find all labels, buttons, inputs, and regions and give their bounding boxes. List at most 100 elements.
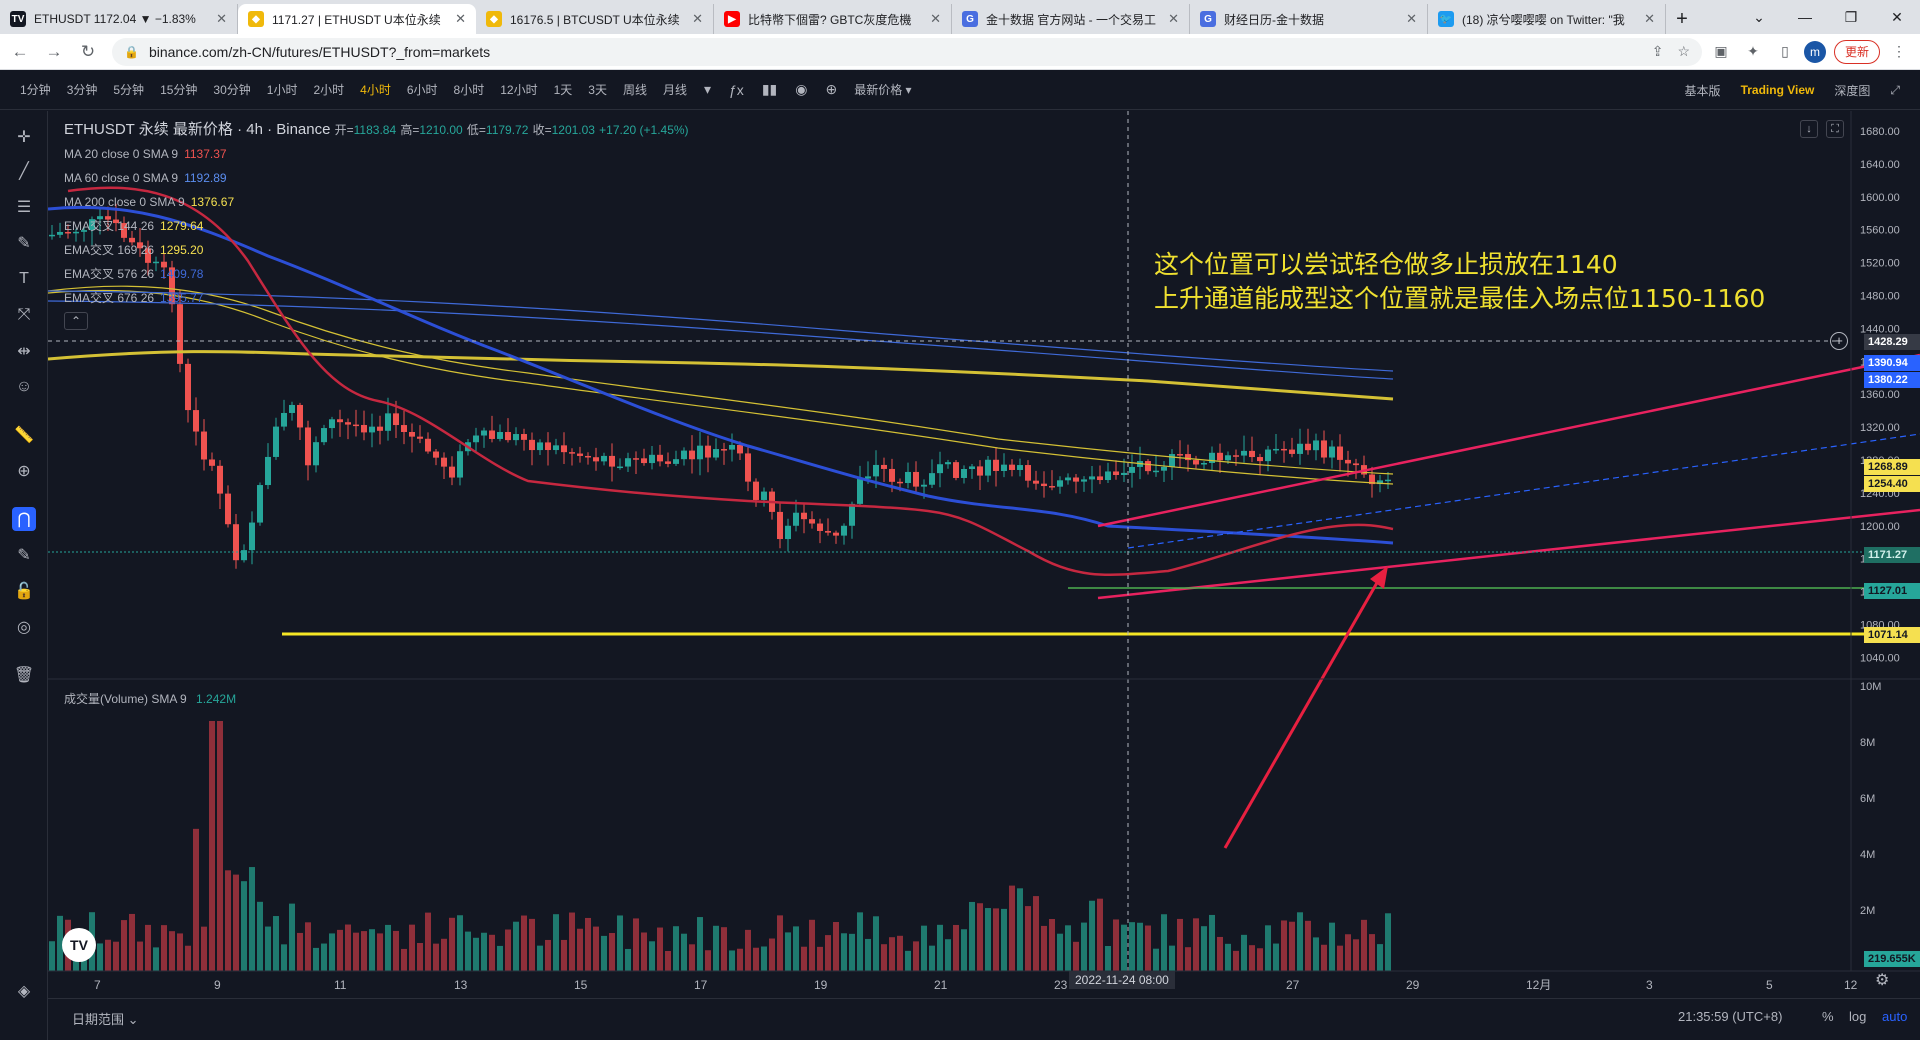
timeframe-option[interactable]: 5分钟 <box>113 83 145 97</box>
tab-close-icon[interactable]: ✕ <box>692 11 703 26</box>
restore-icon[interactable]: ❐ <box>1844 8 1858 25</box>
log-toggle[interactable]: log <box>1849 1009 1867 1024</box>
symbol-title[interactable]: ETHUSDT 永续 最新价格 · 4h · Binance <box>64 121 331 138</box>
indicator-row[interactable]: MA 200 close 0 SMA 9 1376.67 <box>64 190 689 214</box>
indicator-row[interactable]: EMA交叉 676 26 1395.77 <box>64 286 689 310</box>
price-chart[interactable]: 1680.00 1640.00 1600.00 1560.00 1520.00 1480.… <box>48 111 1920 998</box>
emoji-icon[interactable]: ☺ <box>15 378 33 395</box>
browser-tab[interactable]: G 金十数据 官方网站 - 一个交易工 ✕ <box>952 4 1190 34</box>
update-button[interactable]: 更新 <box>1834 39 1881 64</box>
tab-search-icon[interactable]: ⌄ <box>1753 8 1765 25</box>
reload-icon[interactable]: ↻ <box>80 41 96 61</box>
text-icon[interactable]: T <box>19 270 29 287</box>
trash-icon[interactable]: 🗑 <box>13 667 35 684</box>
view-option[interactable]: 基本版 <box>1684 83 1721 98</box>
indicator-row[interactable]: EMA交叉 144 26 1279.64 <box>64 214 689 238</box>
timeframe-option[interactable]: 6小时 <box>406 83 438 97</box>
price-scale-label: 1380.22 <box>1864 372 1920 388</box>
browser-tab[interactable]: 🐦 (18) 凉兮嘤嘤嘤 on Twitter: "我 ✕ <box>1428 4 1666 34</box>
crosshair-icon[interactable]: ✛ <box>17 129 31 146</box>
zoom-icon[interactable]: ⊕ <box>17 463 31 480</box>
price-type-select[interactable]: 最新价格 ▾ <box>854 83 912 97</box>
tab-close-icon[interactable]: ✕ <box>216 11 227 26</box>
forward-icon[interactable]: → <box>45 41 63 61</box>
timeframe-option[interactable]: 2小时 <box>313 83 345 97</box>
candle-body <box>713 449 719 458</box>
timeframe-option[interactable]: 周线 <box>622 83 647 97</box>
chart-annotation[interactable]: 这个位置可以尝试轻仓做多止损放在1140 上升通道能成型这个位置就是最佳入场点位… <box>1154 248 1765 316</box>
timeframe-option[interactable]: 30分钟 <box>213 83 251 97</box>
timeframe-option[interactable]: 1天 <box>553 83 573 97</box>
close-label: 收= <box>532 123 552 137</box>
pattern-icon[interactable]: ⤧ <box>17 306 31 323</box>
tab-close-icon[interactable]: ✕ <box>930 11 941 26</box>
candle-body <box>729 444 735 450</box>
percent-toggle[interactable]: % <box>1822 1009 1834 1024</box>
tradingview-logo[interactable]: TV <box>62 928 96 962</box>
new-tab-icon[interactable]: + <box>1676 7 1688 30</box>
indicator-row[interactable]: MA 20 close 0 SMA 9 1137.37 <box>64 142 689 166</box>
timeframe-option[interactable]: 12小时 <box>500 83 538 97</box>
trendline-icon[interactable]: ╱ <box>19 163 29 180</box>
timeframe-option[interactable]: 3分钟 <box>66 83 98 97</box>
sidepanel-icon[interactable]: ▯ <box>1781 43 1789 59</box>
candle-type-icon[interactable]: ▮▮ <box>761 81 778 97</box>
timeframe-option[interactable]: 1分钟 <box>20 83 51 97</box>
date-range-button[interactable]: 日期范围 ⌄ <box>72 1012 139 1027</box>
menu-icon[interactable]: ⋮ <box>1892 43 1907 59</box>
camera-icon[interactable]: ◉ <box>795 81 808 97</box>
collapse-legend-icon[interactable]: ⌃ <box>64 312 88 330</box>
ruler-icon[interactable]: 📏 <box>14 427 34 444</box>
close-window-icon[interactable]: ✕ <box>1891 8 1903 25</box>
view-option[interactable]: Trading View <box>1740 83 1815 97</box>
browser-tab[interactable]: G 财经日历-金十数据 ✕ <box>1190 4 1428 34</box>
share-icon[interactable]: ⇪ <box>1651 43 1664 59</box>
tab-close-icon[interactable]: ✕ <box>1644 11 1655 26</box>
tab-close-icon[interactable]: ✕ <box>1406 11 1417 26</box>
timeframe-option[interactable]: 8小时 <box>453 83 485 97</box>
extensions-puzzle-icon[interactable]: ✦ <box>1747 43 1759 59</box>
tab-close-icon[interactable]: ✕ <box>1168 11 1179 26</box>
profile-avatar[interactable]: m <box>1804 40 1826 63</box>
indicator-row[interactable]: EMA交叉 169 26 1295.20 <box>64 238 689 262</box>
back-icon[interactable]: ← <box>11 41 29 61</box>
fullscreen-icon[interactable]: ⛶ <box>1826 120 1844 138</box>
dropdown-caret-icon[interactable]: ▾ <box>703 81 712 97</box>
minimize-icon[interactable]: — <box>1798 9 1812 25</box>
timeframe-option[interactable]: 4小时 <box>360 83 391 97</box>
clock-display[interactable]: 21:35:59 (UTC+8) <box>1678 1009 1783 1024</box>
browser-tab[interactable]: ◆ 16176.5 | BTCUSDT U本位永续 ✕ <box>476 4 714 34</box>
url-input[interactable]: 🔒 binance.com/zh-CN/futures/ETHUSDT?_fro… <box>112 37 1702 66</box>
browser-tab[interactable]: ▶ 比特幣下個雷? GBTC灰度危機 ✕ <box>714 4 952 34</box>
add-alert-icon[interactable]: + <box>1830 332 1848 350</box>
timeframe-option[interactable]: 1小时 <box>266 83 298 97</box>
lock-icon[interactable]: 🔓 <box>14 583 34 600</box>
extension-icon[interactable]: ▣ <box>1714 43 1728 59</box>
eye-icon[interactable]: ◎ <box>17 619 31 636</box>
candle-body <box>921 484 927 487</box>
browser-tab[interactable]: TV ETHUSDT 1172.04 ▼ −1.83% ✕ <box>0 4 238 34</box>
lock-drawing-icon[interactable]: ✎ <box>17 547 31 564</box>
add-icon[interactable]: ⊕ <box>825 81 838 97</box>
timeframe-option[interactable]: 3天 <box>588 83 607 97</box>
indicator-row[interactable]: EMA交叉 576 26 1409.78 <box>64 262 689 286</box>
tab-close-icon[interactable]: ✕ <box>455 11 466 26</box>
measure-icon[interactable]: ⇹ <box>17 343 31 360</box>
indicators-icon[interactable]: ƒx <box>729 81 744 98</box>
magnet-icon[interactable]: ⋂ <box>12 507 36 531</box>
view-option[interactable]: 深度图 <box>1834 83 1871 98</box>
expand-icon[interactable]: ⤢ <box>1890 82 1900 97</box>
layers-icon[interactable]: ◈ <box>17 983 31 1000</box>
ma200-line <box>48 350 1394 401</box>
bookmark-star-icon[interactable]: ☆ <box>1677 43 1690 59</box>
timeframe-option[interactable]: 月线 <box>662 83 687 97</box>
fib-icon[interactable]: ☰ <box>16 199 32 216</box>
scroll-down-icon[interactable]: ↓ <box>1800 120 1818 138</box>
browser-tab[interactable]: ◆ 1171.27 | ETHUSDT U本位永续 ✕ <box>238 4 476 34</box>
timeframe-option[interactable]: 15分钟 <box>160 83 198 97</box>
brush-icon[interactable]: ✎ <box>17 235 31 252</box>
indicator-row[interactable]: MA 60 close 0 SMA 9 1192.89 <box>64 166 689 190</box>
settings-gear-icon[interactable]: ⚙ <box>1875 972 1890 989</box>
auto-toggle[interactable]: auto <box>1882 1009 1908 1024</box>
candle-body <box>905 471 911 484</box>
